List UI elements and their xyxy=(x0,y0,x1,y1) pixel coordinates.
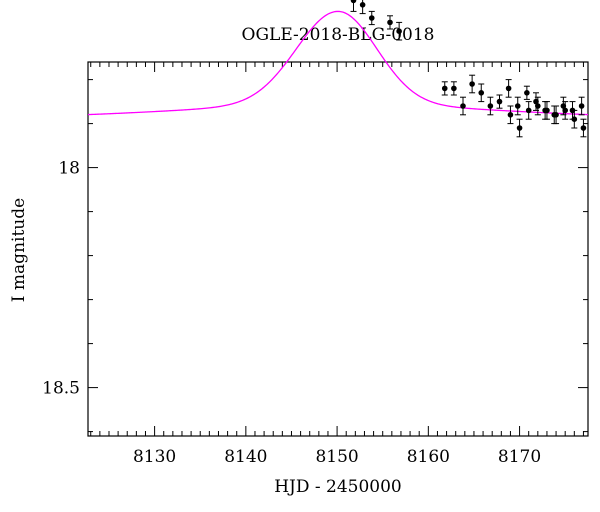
x-tick-label: 8150 xyxy=(315,447,358,467)
data-point xyxy=(535,103,541,109)
data-point xyxy=(478,90,485,96)
data-points xyxy=(350,0,587,138)
x-tick-label: 8160 xyxy=(407,447,450,467)
data-point xyxy=(350,0,357,4)
x-tick-label: 8130 xyxy=(133,447,176,467)
data-point xyxy=(368,15,375,21)
y-tick-label: 18 xyxy=(58,159,80,179)
data-point xyxy=(359,1,366,8)
data-point xyxy=(514,103,521,109)
x-tick-label: 8140 xyxy=(224,447,267,467)
data-point xyxy=(487,103,494,109)
data-point xyxy=(460,103,466,109)
data-point xyxy=(524,90,530,96)
model-curve xyxy=(87,10,589,116)
x-axis-label: HJD - 2450000 xyxy=(274,477,402,497)
plot-frame xyxy=(87,61,589,437)
data-point xyxy=(469,81,475,87)
x-tick-label: 8170 xyxy=(498,447,541,467)
data-point xyxy=(562,107,568,114)
data-point xyxy=(578,103,585,109)
data-point xyxy=(441,85,448,92)
data-point xyxy=(451,85,457,92)
y-tick-label: 18.5 xyxy=(42,379,80,399)
data-point xyxy=(571,116,578,122)
data-point xyxy=(525,107,532,114)
plot-area xyxy=(87,0,589,138)
data-point xyxy=(505,85,512,92)
data-point xyxy=(396,28,402,34)
axis-ticks xyxy=(88,62,588,436)
data-point xyxy=(580,125,587,131)
data-point xyxy=(496,98,503,105)
data-point xyxy=(544,107,550,114)
chart-title: OGLE-2018-BLG-0018 xyxy=(242,25,435,45)
data-point xyxy=(387,19,393,26)
data-point xyxy=(516,125,523,131)
tick-labels: 8130814081508160817017.51818.5 xyxy=(42,159,541,467)
data-point xyxy=(507,112,514,118)
data-point xyxy=(553,112,559,118)
y-axis-label: I magnitude xyxy=(9,198,29,302)
